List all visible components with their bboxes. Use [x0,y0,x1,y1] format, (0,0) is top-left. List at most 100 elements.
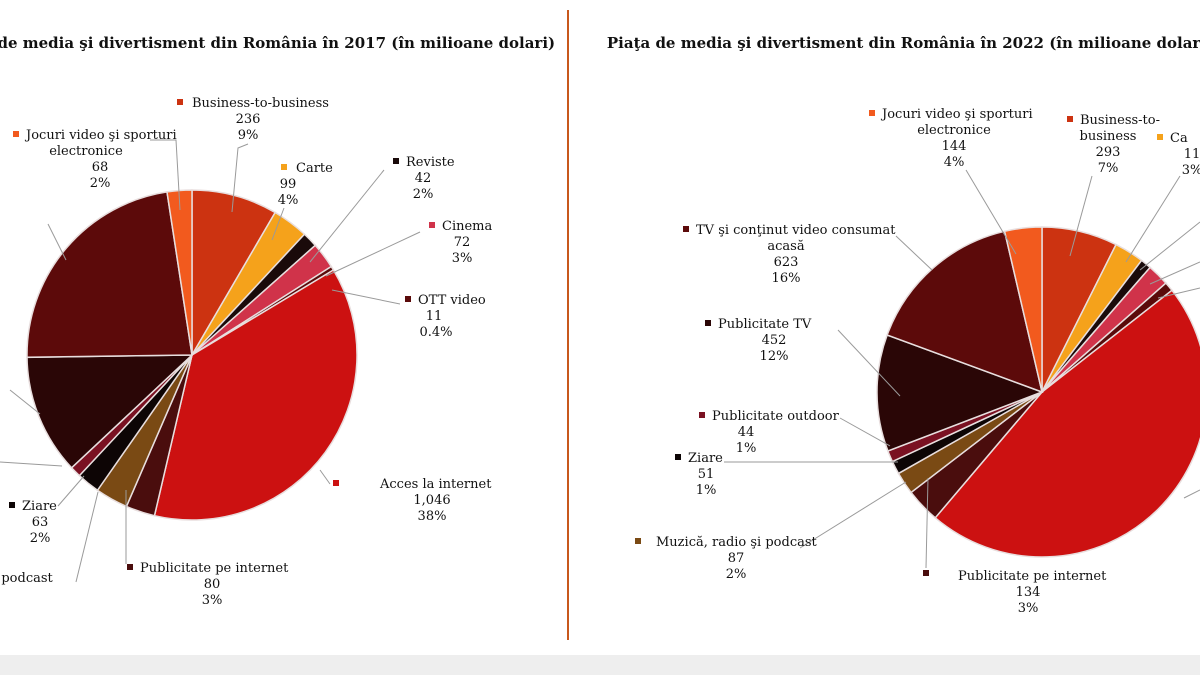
legend-marker-ziare [9,502,15,508]
data-label-jocuri-pct: 4% [944,155,965,170]
legend-marker-pubinternet [127,564,133,570]
legend-marker-reviste [393,158,399,164]
data-label-muzica-label: Muzică, radio şi podcast [0,571,54,586]
legend-marker-pubinternet [923,570,929,576]
data-label-jocuri-label: Jocuri video şi sporturi [24,128,177,143]
leader-line-muzica [75,491,99,583]
data-label-carte-value: 11 [1184,147,1200,162]
data-label-ziare-value: 63 [32,515,49,530]
pie-slice-pubtv [876,334,1045,452]
data-label-ott-pct: 0.4% [419,325,452,340]
data-label-jocuri-pct: 2% [90,176,111,191]
data-label-pubinternet-pct: 3% [1018,601,1039,616]
data-label-outdoor-value: 44 [738,425,755,440]
leader-line-muzica [799,481,907,549]
data-label-ziare-value: 51 [698,467,715,482]
legend-marker-jocuri [869,110,875,116]
pie-slice-internet [153,268,358,521]
leader-line-pubtv [9,389,41,415]
pie-slice-b2b [191,189,277,358]
legend-marker-carte [281,164,287,170]
data-label-carte-pct: 3% [1182,163,1200,178]
legend-marker-cinema [429,222,435,228]
leader-line-pubtv [837,329,901,397]
data-label-muzica-value: 87 [728,551,745,566]
data-label-jocuri-label2: electronice [917,123,991,138]
leader-line-cinema [325,231,421,277]
legend-marker-muzica [635,538,641,544]
data-label-pubinternet-value: 134 [1016,585,1041,600]
legend-marker-b2b [177,99,183,105]
leader-line-carte [271,207,285,241]
data-label-muzica-pct: 2% [726,567,747,582]
data-label-b2b-value: 236 [236,112,261,127]
chart-title: Piaţa de media şi divertisment din Român… [607,34,1200,52]
leader-line-jocuri [965,169,1017,255]
data-label-ott-label: OTT video [418,293,486,308]
leader-line-jocuri [150,139,181,211]
data-label-ott-value: 11 [426,309,443,324]
data-label-ziare-label: Ziare [22,499,57,514]
data-label-b2b-value: 293 [1096,145,1121,160]
pie-slice-internet [934,289,1200,558]
chart-title: Piaţa de media şi divertisment din Român… [0,34,555,52]
leader-line-outdoor [839,417,891,447]
data-label-pubtv-label: Publicitate TV [718,317,812,332]
data-label-muzica-label: Muzică, radio şi podcast [656,535,818,550]
leader-line-internet [319,469,331,485]
data-label-reviste-value: 42 [415,171,432,186]
pie-slice-jocuri [166,189,193,356]
pie-slice-tv [26,191,193,359]
data-label-reviste-pct: 2% [413,187,434,202]
leader-line-ott [331,289,401,305]
data-label-b2b-label2: business [1080,129,1137,144]
legend-marker-internet [333,480,339,486]
data-label-tv-label2: acasă [767,239,804,254]
legend-marker-tv [683,226,689,232]
legend-marker-pubtv [705,320,711,326]
data-label-internet-value: 1,046 [413,493,450,508]
legend-marker-jocuri [13,131,19,137]
leader-line-pubinternet [925,477,929,569]
pie-slice-jocuri [1003,226,1043,393]
data-label-tv-value: 623 [774,255,799,270]
leader-line-carte [1125,175,1181,263]
data-label-b2b-pct: 9% [238,128,259,143]
data-label-internet-label: Acces la internet [379,477,492,492]
data-label-reviste-label: Reviste [406,155,455,170]
data-label-b2b-label: Business-to-business [192,96,329,111]
data-label-jocuri-label2: electronice [49,144,123,159]
pie-chart-2: Piaţa de media şi divertisment din Român… [607,34,1200,616]
data-label-pubtv-value: 452 [762,333,787,348]
data-label-carte-pct: 4% [278,193,299,208]
data-label-ziare-pct: 2% [30,531,51,546]
data-label-b2b-label: Business-to- [1080,113,1160,128]
data-label-carte-value: 99 [280,177,297,192]
data-label-pubinternet-label: Publicitate pe internet [958,569,1107,584]
data-label-pubinternet-value: 80 [204,577,221,592]
data-label-internet-pct: 38% [418,509,447,524]
footer-band [0,655,1200,675]
pie-slice-tv [886,230,1044,394]
leader-line-ott [1157,287,1200,299]
data-label-ziare-label: Ziare [688,451,723,466]
pie-chart-1: Piaţa de media şi divertisment din Român… [0,34,555,608]
data-label-pubinternet-label: Publicitate pe internet [140,561,289,576]
data-label-outdoor-label: Publicitate outdoor [712,409,840,424]
data-label-jocuri-value: 144 [942,139,967,154]
data-label-jocuri-label: Jocuri video şi sporturi [880,107,1033,122]
leader-line-reviste [309,169,385,263]
data-label-pubtv-pct: 12% [760,349,789,364]
leader-line-internet [1183,489,1200,499]
data-label-cinema-pct: 3% [452,251,473,266]
legend-marker-carte [1157,134,1163,140]
leader-line-tv [47,223,67,261]
data-label-carte-label: Ca [1170,131,1188,146]
data-label-cinema-label: Cinema [442,219,492,234]
legend-marker-outdoor [699,412,705,418]
data-label-tv-pct: 16% [772,271,801,286]
leader-line-b2b [1069,175,1093,257]
legend-marker-ott [405,296,411,302]
